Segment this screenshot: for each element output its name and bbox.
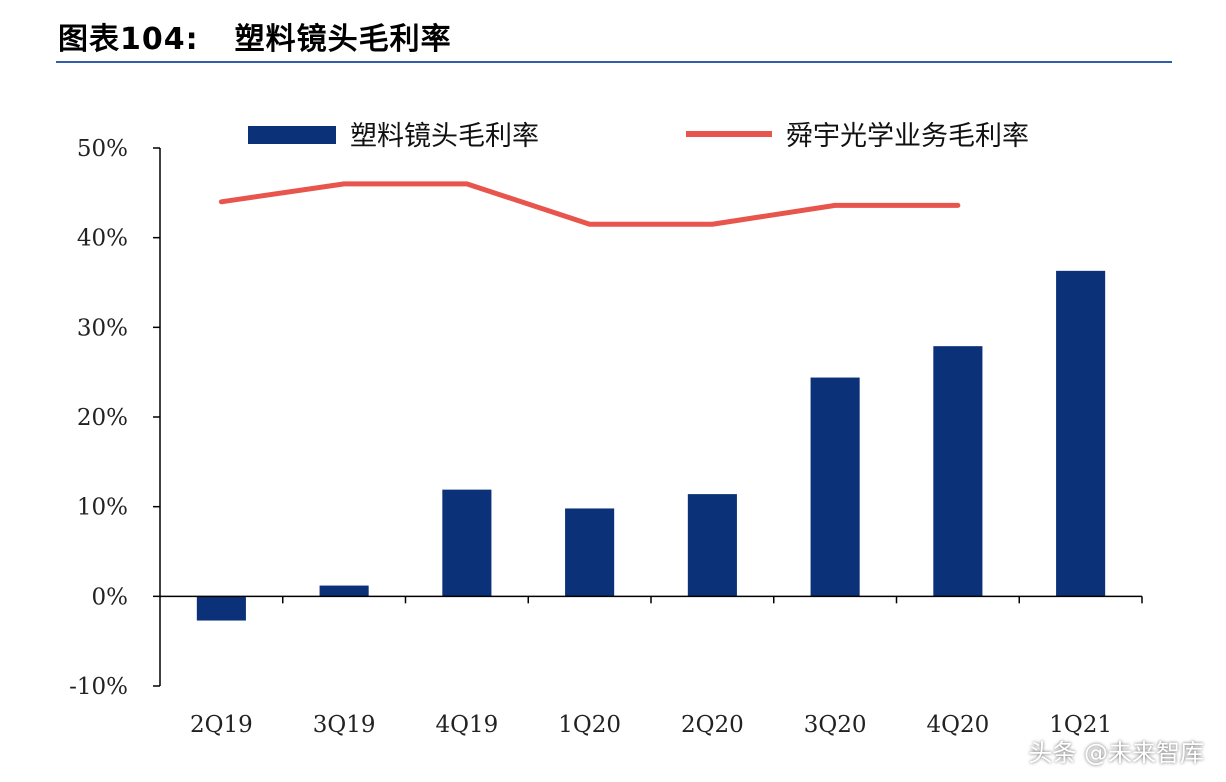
legend: 塑料镜头毛利率 舜宇光学业务毛利率 [248,121,1029,152]
y-tick-label: 50% [77,136,128,162]
bar-4Q20 [933,346,983,597]
x-tick-label: 2Q20 [681,712,744,738]
bar-2Q20 [687,494,737,597]
bar-4Q19 [442,489,492,597]
legend-label-bar: 塑料镜头毛利率 [350,121,539,152]
legend-label-line: 舜宇光学业务毛利率 [786,121,1029,152]
y-axis: -10% 0% 10% 20% 30% 40% 50% [69,136,161,700]
line-path [218,181,961,227]
watermark: 头条 @未来智库 [1028,739,1204,767]
y-tick-label: 30% [77,315,128,341]
y-tick-label: 40% [77,226,128,252]
x-tick-label: 1Q20 [558,712,621,738]
bar-2Q19 [196,596,246,621]
figure-number: 图表104: [58,22,199,57]
bar-3Q20 [810,377,860,597]
figure-title: 图表104: 塑料镜头毛利率 [58,14,452,58]
y-tick-label: 20% [77,405,128,431]
x-tick-label: 4Q19 [435,712,498,738]
bar-series [196,270,1106,621]
y-tick-label: -10% [69,674,128,700]
y-tick-label: 0% [92,584,129,610]
title-divider [56,61,1172,63]
x-axis: 2Q19 3Q19 4Q19 1Q20 2Q20 3Q20 4Q20 1Q21 [160,595,1143,738]
legend-swatch-bar [248,126,336,144]
bar-1Q21 [1056,270,1106,597]
x-tick-label: 1Q21 [1049,712,1112,738]
line-series [218,181,961,227]
bar-3Q19 [319,585,369,597]
figure-title-text: 塑料镜头毛利率 [234,22,452,57]
x-tick-label: 3Q19 [313,712,376,738]
x-tick-label: 2Q19 [190,712,253,738]
x-tick-label: 3Q20 [804,712,867,738]
x-tick-label: 4Q20 [926,712,989,738]
bar-1Q20 [565,508,615,597]
y-tick-label: 10% [77,495,128,521]
